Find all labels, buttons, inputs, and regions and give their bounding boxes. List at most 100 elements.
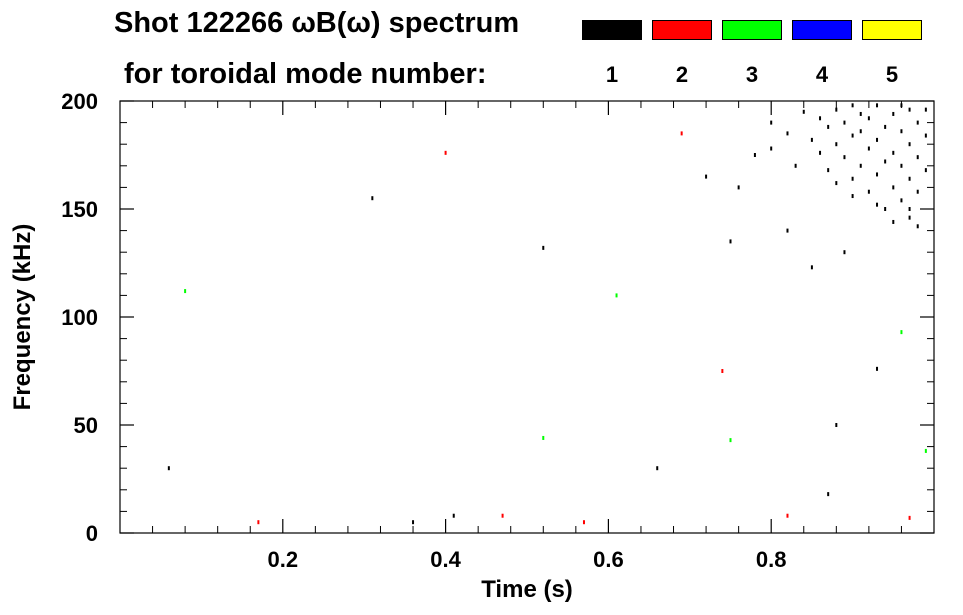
data-point-mode-1 [916, 189, 919, 194]
data-point-mode-1 [908, 107, 911, 112]
data-point-mode-1 [835, 142, 838, 147]
data-point-mode-1 [867, 146, 870, 151]
data-point-mode-1 [876, 137, 879, 142]
data-point-mode-1 [819, 116, 822, 121]
data-point-mode-1 [876, 172, 879, 177]
data-point-mode-1 [737, 185, 740, 190]
data-point-mode-1 [656, 466, 659, 471]
data-point-mode-1 [892, 185, 895, 190]
data-point-mode-1 [900, 198, 903, 203]
y-tick-label: 200 [61, 89, 98, 114]
data-point-mode-3 [900, 330, 903, 335]
legend-label-mode-1: 1 [605, 62, 619, 87]
y-tick-label: 150 [61, 197, 98, 222]
data-point-mode-2 [444, 150, 447, 155]
data-point-mode-1 [876, 366, 879, 371]
data-point-mode-1 [412, 520, 415, 525]
chart-title: Shot 122266 ωB(ω) spectrum [114, 7, 520, 39]
data-point-mode-1 [371, 196, 374, 201]
data-point-mode-1 [924, 133, 927, 138]
y-tick-label: 100 [61, 305, 98, 330]
data-point-mode-1 [851, 103, 854, 108]
data-point-mode-1 [810, 265, 813, 270]
data-point-mode-1 [867, 116, 870, 121]
data-point-mode-1 [884, 159, 887, 164]
y-tick-label: 50 [74, 413, 98, 438]
data-point-mode-2 [786, 513, 789, 518]
y-tick-label: 0 [86, 521, 98, 546]
data-point-mode-1 [908, 176, 911, 181]
data-point-mode-2 [582, 520, 585, 525]
data-point-mode-1 [794, 163, 797, 168]
data-point-mode-1 [859, 111, 862, 116]
data-point-mode-3 [184, 289, 187, 294]
data-point-mode-1 [843, 120, 846, 125]
data-point-mode-1 [908, 142, 911, 147]
data-point-mode-2 [680, 131, 683, 136]
data-point-mode-1 [924, 168, 927, 173]
data-point-mode-1 [892, 150, 895, 155]
data-point-mode-1 [827, 124, 830, 129]
data-point-mode-1 [908, 215, 911, 220]
data-point-mode-3 [615, 293, 618, 298]
x-tick-label: 0.2 [268, 547, 299, 572]
data-point-mode-1 [876, 103, 879, 108]
legend-label-mode-5: 5 [885, 62, 899, 87]
legend-swatch-mode-3 [722, 20, 782, 40]
legend-label-mode-4: 4 [815, 62, 829, 87]
y-axis-title: Frequency (kHz) [9, 224, 36, 411]
data-point-mode-2 [721, 369, 724, 373]
x-tick-label: 0.8 [756, 547, 787, 572]
data-point-mode-1 [753, 153, 756, 157]
data-point-mode-1 [770, 120, 773, 125]
data-point-mode-1 [851, 176, 854, 181]
data-point-mode-2 [257, 520, 260, 525]
data-point-mode-1 [900, 129, 903, 134]
data-point-mode-1 [835, 181, 838, 186]
data-point-mode-1 [843, 250, 846, 255]
chart-subtitle: for toroidal mode number: [124, 58, 487, 90]
data-point-mode-2 [908, 515, 911, 520]
data-point-mode-3 [924, 448, 927, 453]
x-tick-label: 0.4 [430, 547, 461, 572]
data-point-mode-1 [884, 207, 887, 211]
data-point-mode-1 [916, 224, 919, 229]
data-point-mode-1 [892, 111, 895, 116]
data-point-mode-1 [819, 150, 822, 155]
data-points [167, 103, 927, 525]
data-point-mode-1 [452, 513, 455, 518]
data-point-mode-1 [542, 245, 545, 250]
data-point-mode-1 [786, 131, 789, 136]
data-point-mode-1 [843, 155, 846, 160]
data-point-mode-1 [835, 423, 838, 427]
x-tick-label: 0.6 [593, 547, 624, 572]
legend-label-mode-2: 2 [675, 62, 689, 87]
legend-swatch-mode-2 [652, 20, 712, 40]
data-point-mode-1 [802, 109, 805, 114]
data-point-mode-1 [835, 107, 838, 112]
data-point-mode-1 [851, 194, 854, 199]
data-point-mode-1 [827, 492, 830, 497]
data-point-mode-1 [859, 163, 862, 168]
legend-label-mode-3: 3 [745, 62, 759, 87]
data-point-mode-1 [851, 133, 854, 138]
data-point-mode-1 [705, 174, 708, 179]
plot-frame [119, 100, 935, 534]
data-point-mode-1 [900, 163, 903, 168]
data-point-mode-1 [827, 168, 830, 173]
data-point-mode-1 [908, 207, 911, 211]
data-point-mode-1 [167, 466, 170, 471]
data-point-mode-1 [729, 239, 732, 244]
data-point-mode-1 [892, 219, 895, 224]
legend-swatch-mode-4 [792, 20, 852, 40]
data-point-mode-3 [729, 438, 732, 443]
data-point-mode-2 [501, 513, 504, 518]
data-point-mode-1 [884, 124, 887, 129]
data-point-mode-1 [770, 146, 773, 151]
legend-swatch-mode-5 [862, 20, 922, 40]
x-axis-title: Time (s) [481, 576, 573, 603]
data-point-mode-1 [916, 155, 919, 160]
data-point-mode-3 [542, 435, 545, 440]
data-point-mode-1 [867, 189, 870, 194]
